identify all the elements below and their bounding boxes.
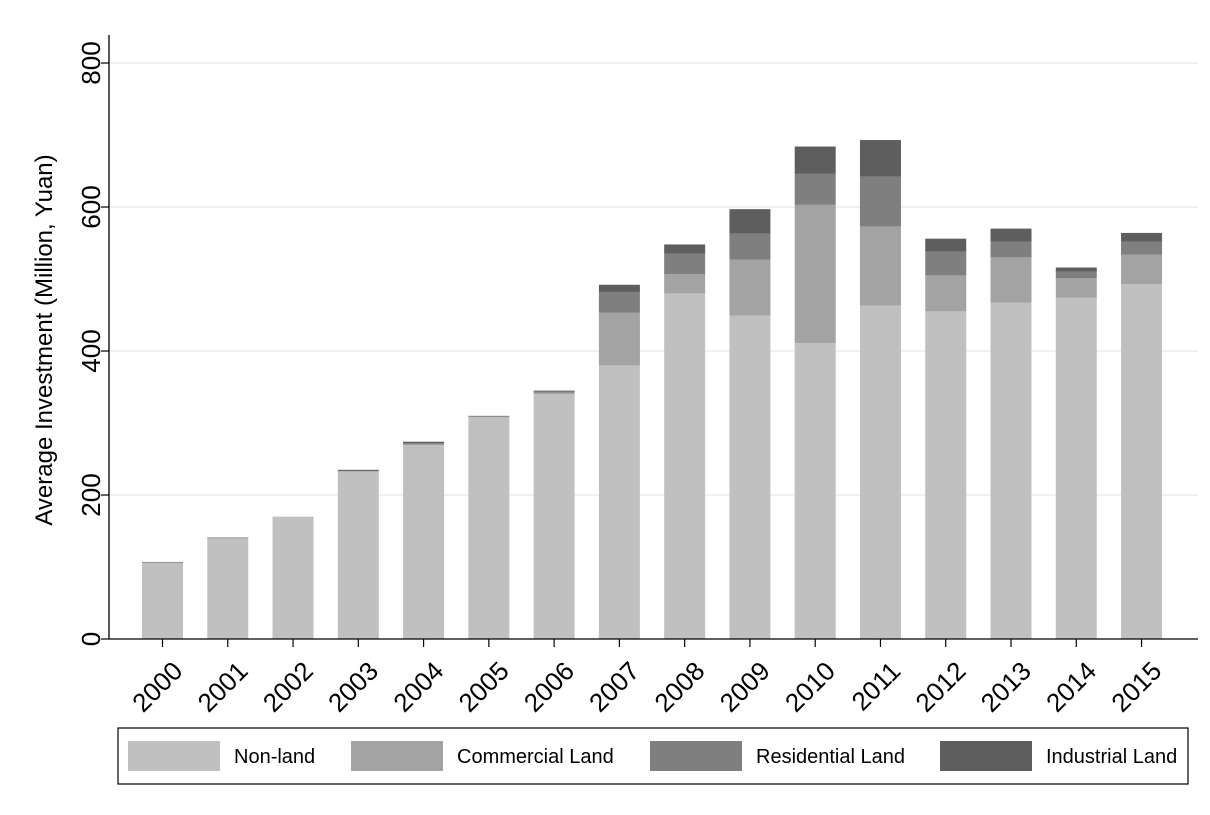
bar-segment-industrial-land (925, 238, 967, 252)
bar-segment-commercial-land (598, 312, 640, 366)
y-tick-label: 800 (76, 41, 106, 84)
bar-segment-residential-land (859, 176, 901, 227)
bar-segment-residential-land (729, 233, 771, 260)
bar-segment-industrial-land (794, 146, 836, 174)
bar-segment-commercial-land (859, 226, 901, 306)
bar-segment-residential-land (664, 253, 706, 274)
bar-segment-residential-land (598, 291, 640, 313)
bar-segment-non-land (925, 311, 967, 639)
bar-segment-residential-land (1121, 241, 1163, 255)
bar-segment-non-land (533, 394, 575, 639)
bar-segment-industrial-land (533, 390, 575, 392)
bar-segment-non-land (794, 343, 836, 639)
legend-label: Non-land (234, 746, 315, 768)
bar-segment-industrial-land (403, 441, 445, 444)
y-tick-label: 200 (76, 473, 106, 516)
bar-segment-industrial-land (1121, 232, 1163, 242)
bar-segment-non-land (468, 417, 510, 639)
bar-segment-non-land (729, 315, 771, 639)
bar-segment-industrial-land (990, 228, 1032, 242)
bar-segment-residential-land (403, 443, 445, 445)
y-tick-label: 400 (76, 329, 106, 372)
bar-segment-residential-land (142, 561, 183, 563)
bar-segment-industrial-land (598, 284, 640, 292)
bar-segment-industrial-land (337, 469, 379, 471)
bar-segment-commercial-land (1055, 278, 1097, 298)
legend-swatch (940, 741, 1032, 771)
y-tick-label: 0 (76, 632, 106, 646)
bar-segment-commercial-land (729, 259, 771, 316)
bar-segment-residential-land (533, 391, 575, 393)
bar-segment-residential-land (1055, 271, 1097, 279)
bar-segment-residential-land (337, 470, 379, 472)
legend-label: Commercial Land (457, 746, 614, 768)
legend-label: Residential Land (756, 746, 905, 768)
bar-segment-non-land (142, 562, 183, 639)
bar-segment-non-land (272, 516, 314, 639)
bar-segment-commercial-land (468, 416, 510, 418)
bar-segment-non-land (990, 302, 1032, 639)
bar-segment-non-land (664, 293, 706, 639)
bar-segment-industrial-land (1055, 267, 1097, 272)
bar-segment-residential-land (207, 537, 249, 539)
bar-segment-commercial-land (533, 392, 575, 395)
legend-swatch (351, 741, 443, 771)
bar-segment-non-land (337, 471, 379, 639)
bar-segment-non-land (859, 305, 901, 639)
bar-segment-non-land (1055, 297, 1097, 639)
bar-segment-non-land (403, 444, 445, 639)
bar-segment-non-land (1121, 284, 1163, 639)
bar-segment-commercial-land (1121, 254, 1163, 285)
bar-segment-non-land (207, 538, 249, 639)
bar-segment-industrial-land (729, 209, 771, 234)
bar-segment-non-land (598, 365, 640, 639)
y-axis-title: Average Investment (Million, Yuan) (31, 154, 58, 525)
bar-segment-industrial-land (859, 140, 901, 177)
bar-segment-commercial-land (925, 275, 967, 312)
bar-segment-industrial-land (664, 244, 706, 254)
bar-segment-residential-land (794, 173, 836, 205)
bar-segment-residential-land (468, 415, 510, 417)
bar-segment-commercial-land (794, 204, 836, 344)
legend-label: Industrial Land (1046, 746, 1177, 768)
bar-segment-residential-land (990, 241, 1032, 258)
legend-swatch (128, 741, 220, 771)
bar-segment-residential-land (925, 251, 967, 276)
legend-swatch (650, 741, 742, 771)
y-tick-label: 600 (76, 185, 106, 228)
legend: Non-land Commercial Land Residential Land I… (117, 727, 1189, 785)
bar-segment-commercial-land (990, 257, 1032, 303)
bars (142, 140, 1163, 639)
bar-segment-commercial-land (664, 273, 706, 294)
